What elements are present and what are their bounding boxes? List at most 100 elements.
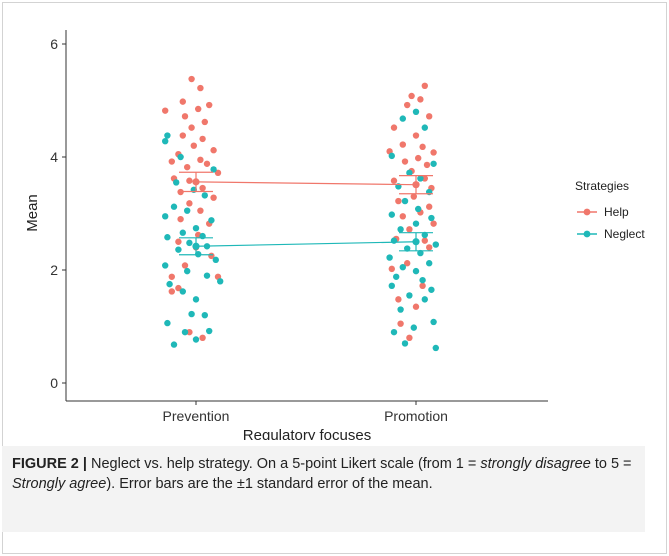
caption-em-2: Strongly agree xyxy=(12,476,107,492)
data-point-neglect-36 xyxy=(421,124,428,131)
data-point-help-52 xyxy=(423,161,431,169)
data-point-help-61 xyxy=(399,213,406,220)
data-point-help-16 xyxy=(197,156,204,164)
y-axis-title: Mean xyxy=(24,194,41,232)
data-point-help-32 xyxy=(181,262,189,269)
mean-point-help xyxy=(192,178,200,186)
data-point-neglect-58 xyxy=(393,273,400,280)
data-point-neglect-66 xyxy=(410,324,417,331)
data-point-help-59 xyxy=(426,203,433,210)
data-point-neglect-59 xyxy=(419,276,426,284)
legend-label-neglect: Neglect xyxy=(604,227,645,241)
data-point-neglect-12 xyxy=(179,229,186,236)
data-point-neglect-50 xyxy=(390,237,398,244)
chart: 0 2 4 6 Prevention Promotion Mean Regulatory… xyxy=(24,30,645,440)
data-point-help-51 xyxy=(401,158,409,165)
data-point-neglect-35 xyxy=(399,115,406,122)
data-point-help-29 xyxy=(175,238,182,245)
data-point-neglect-20 xyxy=(162,262,169,269)
legend-title: Strategies xyxy=(575,179,629,193)
data-point-neglect-69 xyxy=(432,344,439,352)
data-point-help-24 xyxy=(186,200,193,207)
data-point-help-41 xyxy=(417,96,424,103)
data-point-help-66 xyxy=(426,244,433,251)
summary-neglect xyxy=(179,232,433,256)
data-point-help-71 xyxy=(412,303,420,310)
data-point-neglect-37 xyxy=(388,152,395,160)
data-point-help-72 xyxy=(397,320,404,327)
y-tick-label: 4 xyxy=(50,149,58,165)
data-point-neglect-60 xyxy=(388,282,395,290)
data-point-neglect-62 xyxy=(406,292,413,299)
data-point-neglect-24 xyxy=(217,278,224,285)
data-point-neglect-28 xyxy=(188,310,195,318)
data-point-help-21 xyxy=(199,184,206,192)
data-point-neglect-4 xyxy=(173,179,180,186)
data-point-help-7 xyxy=(201,118,208,126)
data-point-neglect-39 xyxy=(406,169,413,177)
data-point-help-46 xyxy=(399,141,406,148)
data-point-neglect-10 xyxy=(208,217,215,224)
caption-text: FIGURE 2 | Neglect vs. help strategy. On… xyxy=(12,454,635,494)
data-point-help-13 xyxy=(210,147,217,154)
legend-key-point-neglect xyxy=(583,230,591,238)
data-point-neglect-49 xyxy=(421,231,428,239)
data-point-neglect-48 xyxy=(397,226,404,233)
caption-em-1: strongly disagree xyxy=(480,456,591,472)
data-point-neglect-17 xyxy=(175,246,182,253)
data-point-neglect-32 xyxy=(170,341,178,348)
data-point-neglect-26 xyxy=(192,296,200,303)
data-point-neglect-61 xyxy=(428,286,435,293)
data-point-help-54 xyxy=(421,175,428,182)
data-point-help-25 xyxy=(197,207,204,214)
data-point-neglect-27 xyxy=(201,312,208,319)
data-point-neglect-33 xyxy=(192,336,200,343)
data-point-neglect-3 xyxy=(210,166,217,173)
data-point-neglect-52 xyxy=(404,245,411,252)
y-tick-label: 0 xyxy=(50,375,58,391)
data-point-neglect-15 xyxy=(186,239,193,247)
data-point-help-23 xyxy=(210,194,217,201)
data-point-help-37 xyxy=(186,328,193,336)
data-point-neglect-68 xyxy=(401,340,409,347)
data-point-neglect-0 xyxy=(164,132,171,139)
data-point-help-20 xyxy=(186,177,193,184)
data-point-help-8 xyxy=(188,124,195,131)
data-point-help-19 xyxy=(214,169,222,177)
data-point-help-69 xyxy=(419,282,426,290)
data-point-help-2 xyxy=(179,98,186,105)
data-point-help-33 xyxy=(168,273,175,280)
data-point-neglect-65 xyxy=(430,318,437,326)
plot-marks xyxy=(162,75,439,352)
x-ticks: Prevention Promotion xyxy=(163,401,448,424)
data-point-neglect-34 xyxy=(412,108,420,116)
legend-key-point-help xyxy=(583,208,591,216)
data-point-help-5 xyxy=(195,105,202,113)
data-point-help-50 xyxy=(415,154,422,162)
data-point-help-67 xyxy=(404,260,411,267)
mean-point-neglect xyxy=(192,242,200,250)
data-point-help-38 xyxy=(199,334,206,341)
x-tick-label: Prevention xyxy=(163,408,230,424)
data-point-help-26 xyxy=(177,215,184,223)
data-point-help-62 xyxy=(430,220,437,227)
data-point-neglect-47 xyxy=(412,220,420,227)
data-point-help-36 xyxy=(168,288,175,295)
data-point-neglect-46 xyxy=(428,214,435,222)
data-point-help-0 xyxy=(188,75,195,83)
data-point-neglect-6 xyxy=(201,192,208,199)
data-point-neglect-57 xyxy=(412,267,420,275)
data-point-help-43 xyxy=(426,113,433,120)
data-point-help-68 xyxy=(388,265,395,273)
data-point-help-1 xyxy=(197,84,204,92)
data-point-neglect-21 xyxy=(184,267,191,275)
data-point-neglect-45 xyxy=(388,211,395,218)
data-point-help-55 xyxy=(390,177,398,184)
caption-text-2: to 5 = xyxy=(590,456,632,472)
data-point-help-57 xyxy=(410,193,417,200)
mean-line-help xyxy=(195,181,417,186)
data-point-help-9 xyxy=(179,132,186,139)
series-help xyxy=(162,75,437,341)
axes: 0 2 4 6 Prevention Promotion xyxy=(50,30,548,424)
data-point-help-11 xyxy=(190,142,197,149)
